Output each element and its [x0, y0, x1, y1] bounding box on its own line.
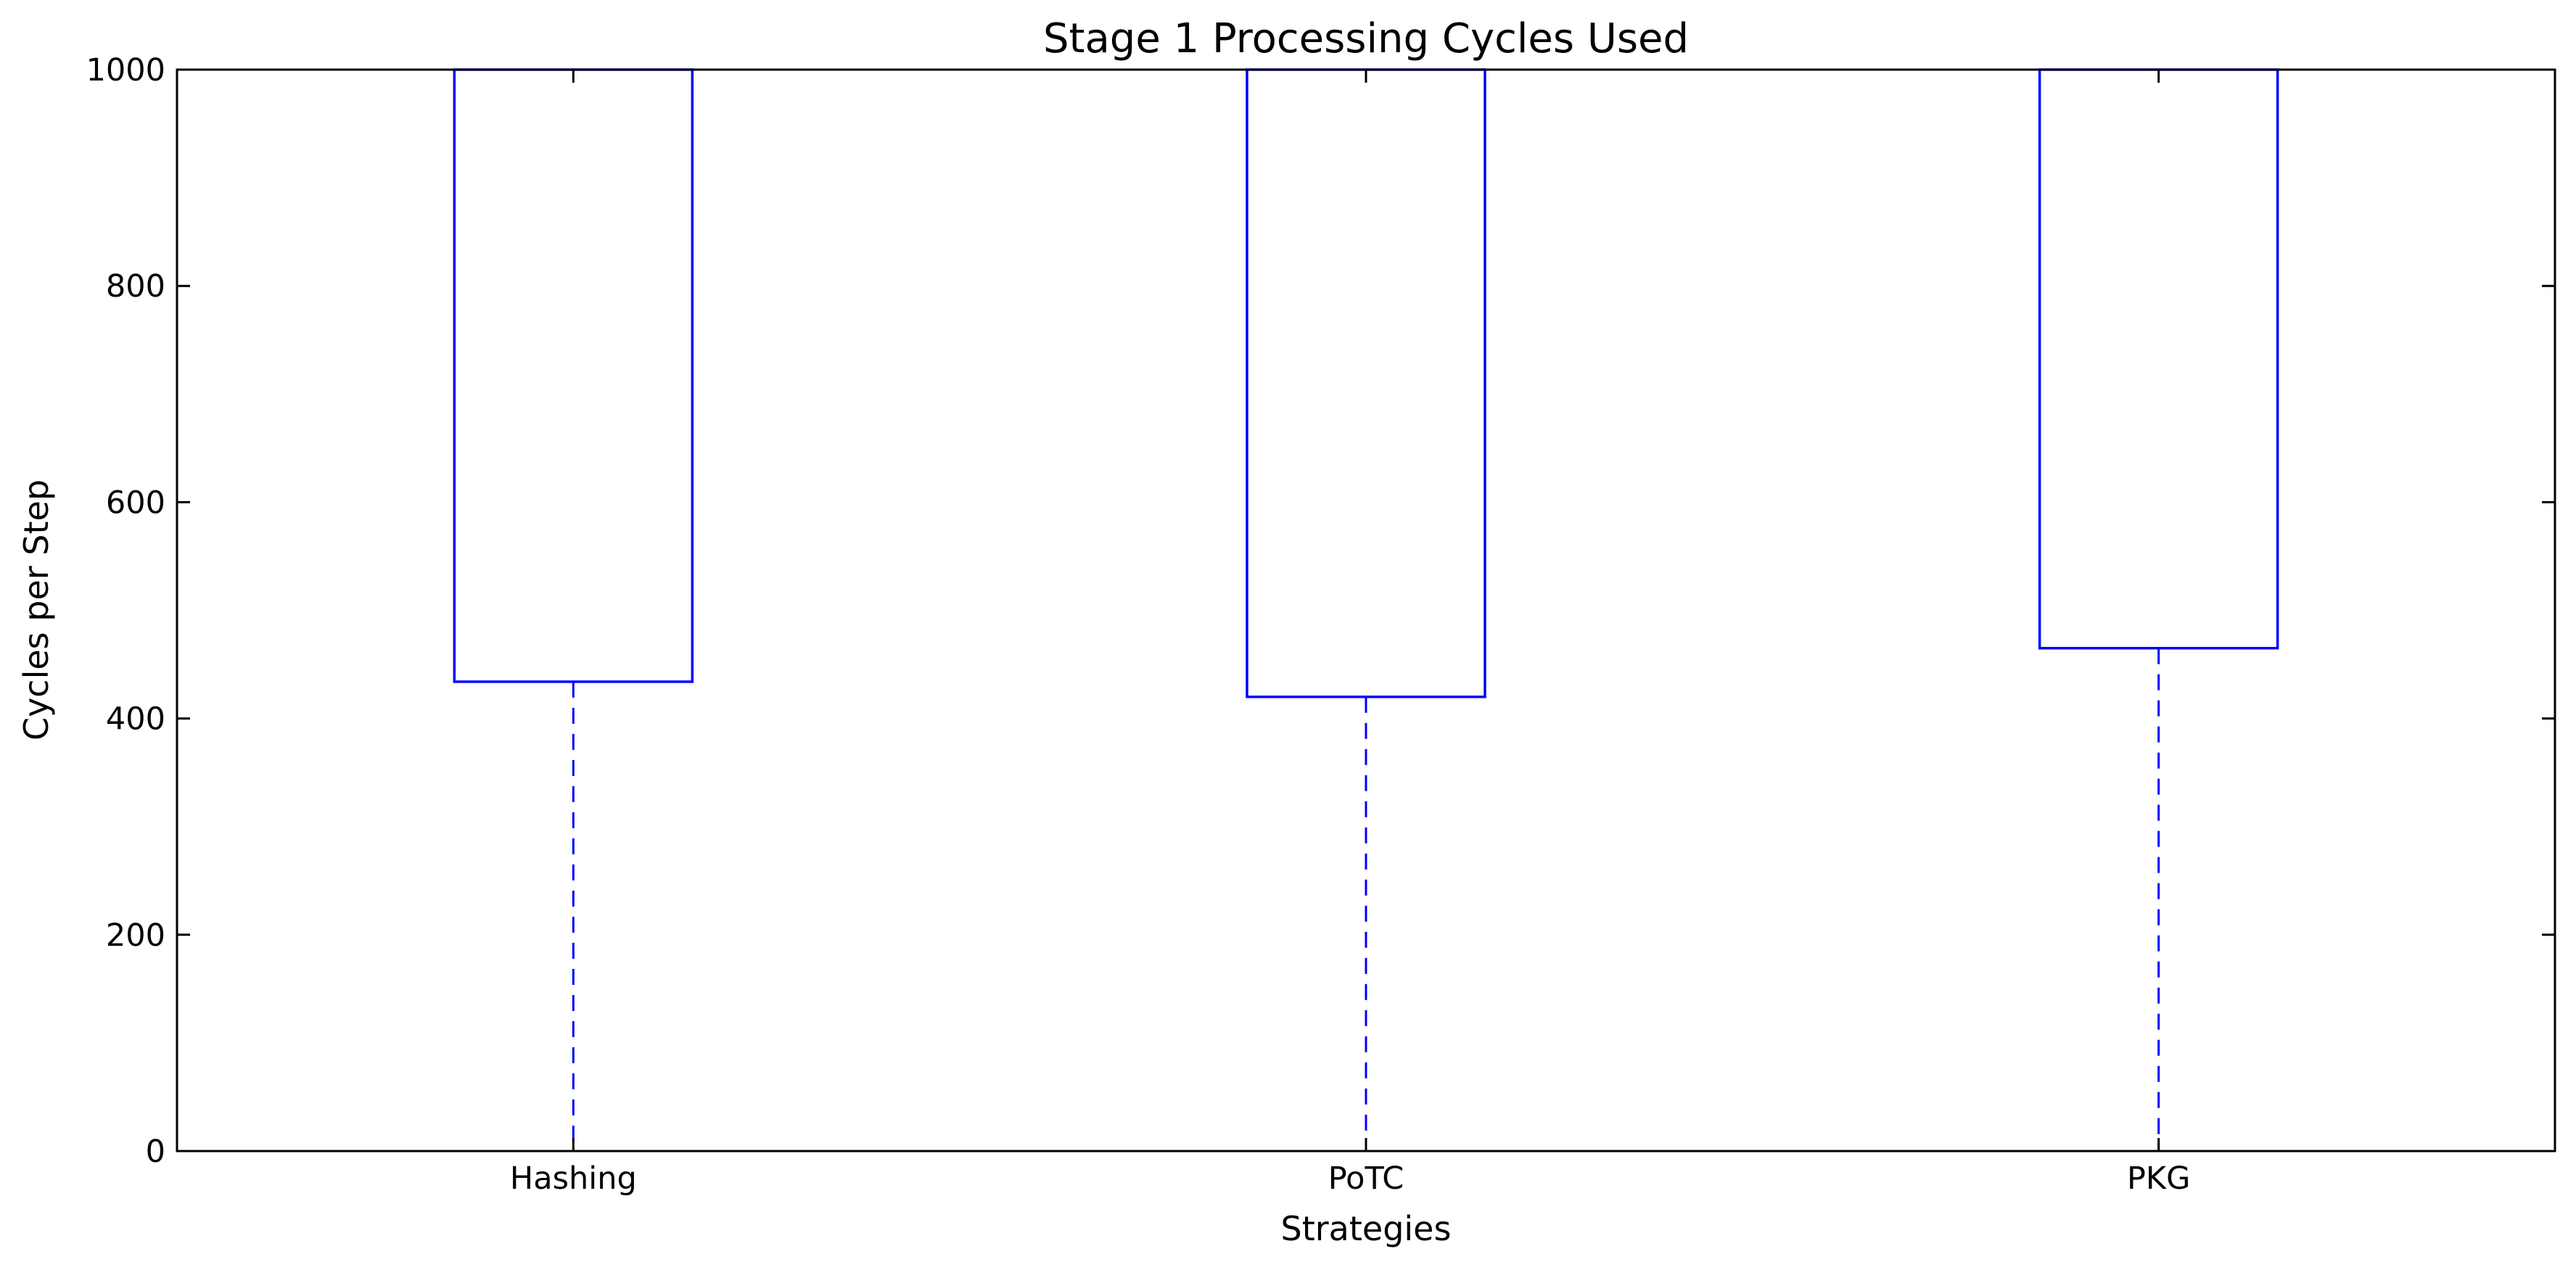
y-tick-label: 400 [106, 701, 165, 738]
y-tick-label: 1000 [86, 52, 165, 88]
x-axis-title: Strategies [1281, 1209, 1452, 1248]
x-tick-label-potc: PoTC [1328, 1160, 1404, 1197]
y-tick-label: 600 [106, 485, 165, 521]
y-tick-label: 0 [146, 1134, 165, 1170]
tick-layer: 0 200 400 600 800 1000 Hashing PoTC PKG [86, 52, 2555, 1197]
x-tick-label-hashing: Hashing [510, 1160, 637, 1197]
y-tick-label: 200 [106, 918, 165, 954]
y-tick-label: 800 [106, 268, 165, 305]
x-tick-label-pkg: PKG [2127, 1160, 2190, 1197]
chart-title: Stage 1 Processing Cycles Used [1043, 15, 1689, 62]
y-axis-title: Cycles per Step [17, 479, 56, 741]
